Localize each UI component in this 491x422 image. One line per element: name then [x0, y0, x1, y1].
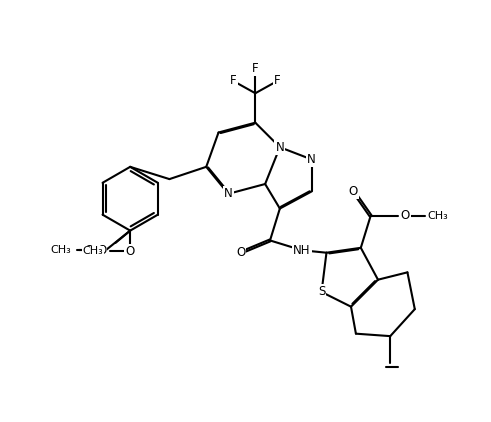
Text: F: F: [252, 62, 259, 75]
Text: N: N: [224, 187, 233, 200]
Text: O: O: [400, 209, 409, 222]
Text: CH₃: CH₃: [82, 246, 103, 256]
Text: O: O: [126, 245, 135, 258]
Text: F: F: [274, 74, 281, 87]
Text: N: N: [307, 153, 316, 166]
Text: N: N: [275, 141, 284, 154]
Text: S: S: [318, 285, 325, 298]
Text: F: F: [230, 74, 237, 87]
Text: CH₃: CH₃: [427, 211, 448, 221]
Text: O: O: [84, 244, 93, 257]
Text: O: O: [236, 246, 245, 259]
Text: O: O: [349, 185, 358, 198]
Text: NH: NH: [293, 244, 311, 257]
Text: CH₃: CH₃: [51, 245, 71, 255]
Text: O: O: [97, 244, 107, 257]
